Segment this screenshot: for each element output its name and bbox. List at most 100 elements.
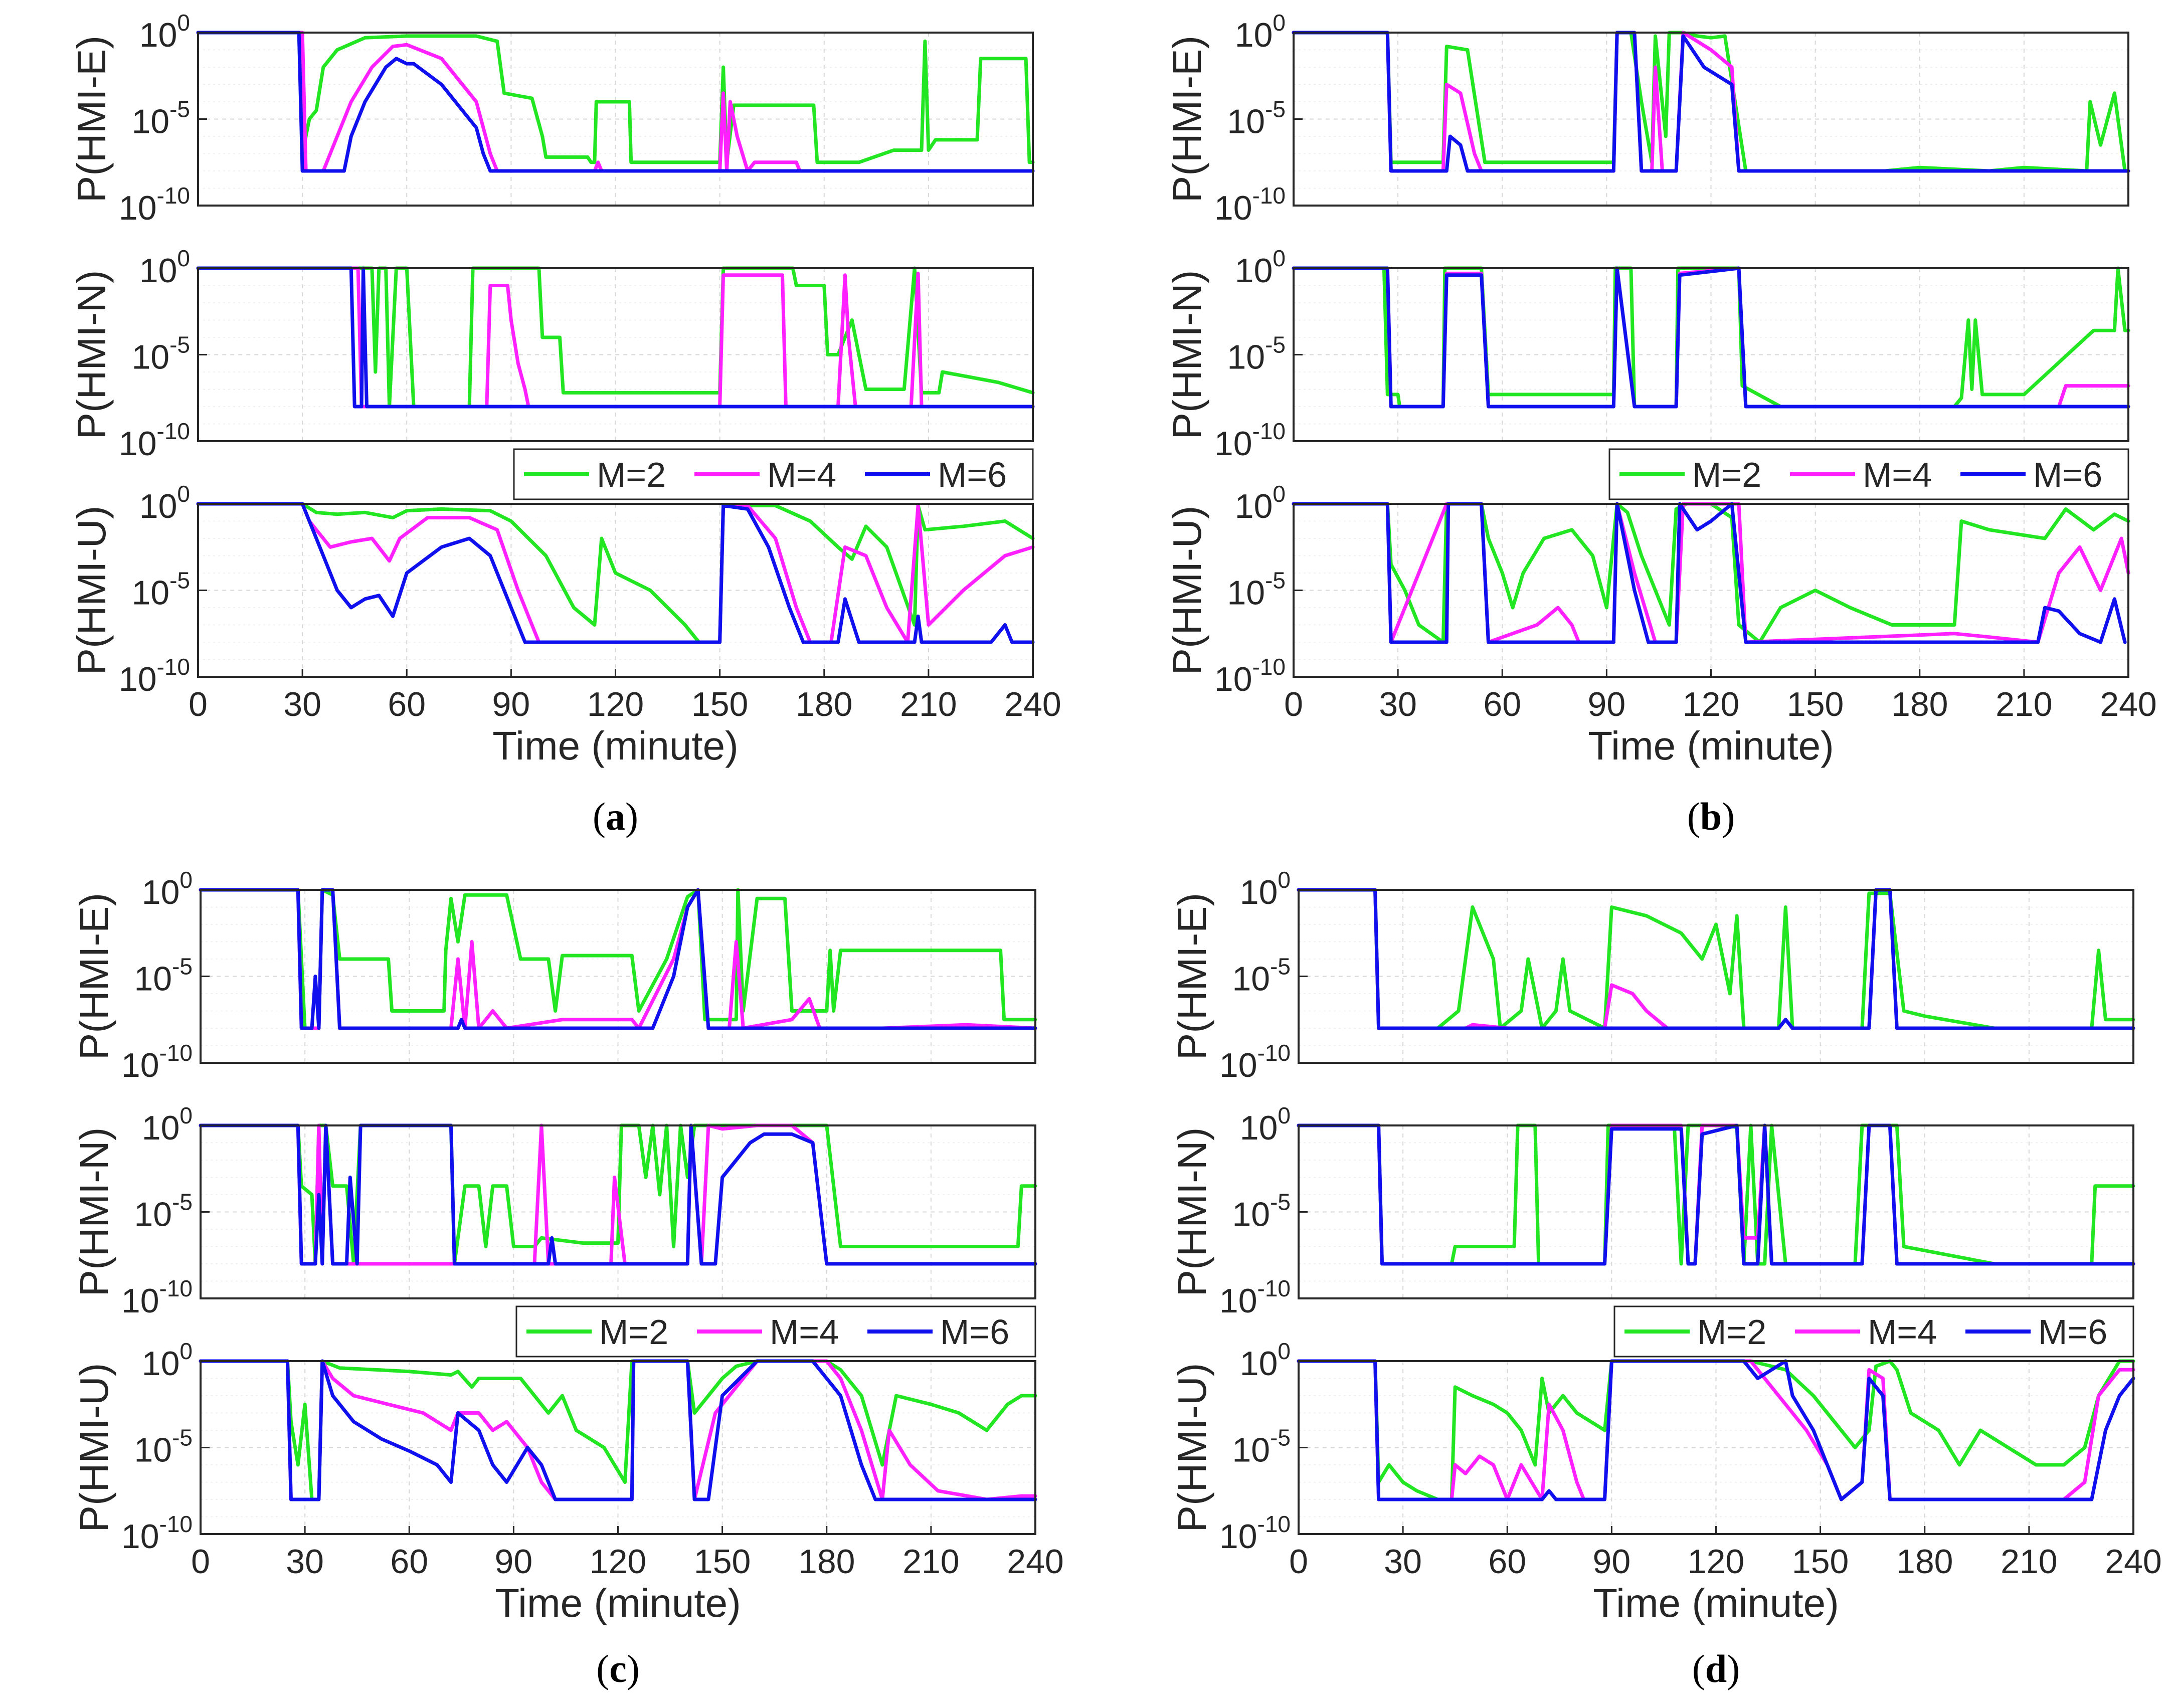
- subplot-b-1: 100 10-5 10-10P(HMI-E): [1165, 10, 2130, 227]
- xtick-label: 30: [1384, 1543, 1422, 1581]
- panel-caption: (a): [593, 795, 638, 838]
- subplot-d-3: 100 10-5 10-10P(HMI-U) 0 30 60 90 120 150 180 210 2…: [1170, 1338, 2162, 1625]
- xlabel: Time (minute): [1593, 1581, 1839, 1625]
- legend-label: M=2: [1692, 455, 1761, 494]
- xlabel: Time (minute): [495, 1581, 741, 1625]
- legend: M=2 M=4 M=6: [1608, 448, 2129, 500]
- xtick-label: 120: [1683, 685, 1739, 723]
- panel-d: 10010-510-10P(HMI-E)10010-510-10P(HMI-N)…: [1170, 867, 2162, 1690]
- ytick-label: 10-10: [1214, 182, 1286, 227]
- xtick-label: 150: [694, 1543, 751, 1581]
- ytick-label: 10-5: [1227, 567, 1286, 612]
- xtick-label: 210: [2001, 1543, 2057, 1581]
- series-M6-line: [1297, 1359, 2135, 1501]
- ytick-label: 100: [1240, 1338, 1291, 1383]
- legend-label: M=4: [1868, 1312, 1937, 1352]
- ytick-label: 100: [1235, 481, 1286, 525]
- ylabel: P(HMI-U): [69, 506, 114, 675]
- subplot-a-3: 100 10-5 10-10P(HMI-U) 0 30 60 90 120 150 180 210 2…: [69, 481, 1061, 768]
- xtick-label: 210: [900, 685, 957, 723]
- legend-label: M=2: [599, 1312, 668, 1352]
- ytick-label: 10-5: [134, 1425, 193, 1469]
- series-M6-line: [1297, 888, 2135, 1030]
- xtick-label: 60: [390, 1543, 428, 1581]
- ytick-label: 100: [139, 481, 190, 525]
- ylabel: P(HMI-E): [1170, 893, 1214, 1060]
- ylabel: P(HMI-N): [72, 1127, 116, 1297]
- legend-label: M=4: [1863, 455, 1932, 494]
- xtick-label: 180: [798, 1543, 855, 1581]
- xtick-label: 240: [2105, 1543, 2161, 1581]
- xtick-label: 150: [1787, 685, 1844, 723]
- ytick-label: 10-10: [119, 418, 190, 463]
- series-M6-line: [196, 502, 1035, 644]
- ytick-label: 100: [1240, 1102, 1291, 1147]
- xtick-label: 90: [495, 1543, 533, 1581]
- ytick-label: 10-5: [131, 332, 190, 376]
- legend-label: M=2: [597, 455, 666, 494]
- subplot-b-3: 100 10-5 10-10P(HMI-U) 0 30 60 90 120 150 180 210 2…: [1165, 481, 2157, 768]
- xtick-label: 180: [1896, 1543, 1953, 1581]
- panel-caption: (c): [596, 1647, 640, 1690]
- ytick-label: 10-10: [119, 182, 190, 227]
- subplot-b-2: 100 10-5 10-10P(HMI-N) M=2 M=4 M=6: [1165, 245, 2130, 500]
- ytick-label: 10-10: [121, 1275, 193, 1320]
- panel-caption: (b): [1687, 795, 1735, 838]
- legend-label: M=2: [1697, 1312, 1766, 1352]
- ytick-label: 100: [142, 1338, 193, 1383]
- xtick-label: 30: [286, 1543, 324, 1581]
- series-M2-line: [1297, 888, 2135, 1030]
- ylabel: P(HMI-U): [72, 1363, 116, 1533]
- ytick-label: 10-5: [1227, 332, 1286, 376]
- ytick-label: 10-5: [134, 954, 193, 998]
- ytick-label: 10-10: [1219, 1040, 1291, 1084]
- xtick-label: 120: [1688, 1543, 1744, 1581]
- legend-label: M=6: [938, 455, 1007, 494]
- ylabel: P(HMI-E): [1165, 36, 1209, 203]
- xtick-label: 90: [1588, 685, 1626, 723]
- legend-box: [1613, 1305, 2134, 1358]
- legend: M=2 M=4 M=6: [513, 448, 1034, 500]
- xtick-label: 150: [691, 685, 748, 723]
- subplot-d-2: 100 10-5 10-10P(HMI-N) M=2 M=4 M=6: [1170, 1102, 2135, 1358]
- xtick-label: 240: [2100, 685, 2156, 723]
- xtick-label: 180: [1891, 685, 1948, 723]
- xtick-label: 60: [1483, 685, 1521, 723]
- xtick-label: 120: [590, 1543, 646, 1581]
- ytick-label: 10-5: [134, 1189, 193, 1234]
- series-M2-line: [196, 31, 1035, 164]
- series-M6-line: [199, 888, 1037, 1030]
- ylabel: P(HMI-E): [72, 893, 116, 1060]
- ytick-label: 100: [142, 867, 193, 911]
- ytick-label: 10-10: [1214, 418, 1286, 463]
- panel-caption: (d): [1692, 1647, 1740, 1690]
- xtick-label: 210: [1996, 685, 2052, 723]
- xtick-label: 60: [1488, 1543, 1526, 1581]
- subplot-a-1: 100 10-5 10-10P(HMI-E): [69, 10, 1035, 227]
- ylabel: P(HMI-U): [1170, 1363, 1214, 1533]
- series-M6-line: [196, 31, 1035, 173]
- series-M6-line: [199, 1123, 1037, 1266]
- ylabel: P(HMI-E): [69, 36, 114, 203]
- series-M6-line: [1292, 502, 2127, 644]
- subplot-c-3: 100 10-5 10-10P(HMI-U) 0 30 60 90 120 150 180 210 2…: [72, 1338, 1064, 1625]
- legend-label: M=6: [2038, 1312, 2107, 1352]
- panel-c: 10010-510-10P(HMI-E)10010-510-10P(HMI-N)…: [72, 867, 1064, 1690]
- series-M6-line: [1292, 266, 2130, 409]
- ytick-label: 10-5: [1232, 1189, 1291, 1234]
- ytick-label: 10-5: [131, 96, 190, 141]
- ytick-label: 100: [1235, 245, 1286, 290]
- subplot-a-2: 100 10-5 10-10P(HMI-N) M=2 M=4 M=6: [69, 245, 1035, 500]
- xtick-label: 0: [1289, 1543, 1308, 1581]
- xlabel: Time (minute): [1588, 723, 1834, 768]
- ytick-label: 100: [1240, 867, 1291, 911]
- legend: M=2 M=4 M=6: [515, 1305, 1036, 1358]
- ytick-label: 100: [139, 10, 190, 54]
- legend-box: [513, 448, 1034, 500]
- xtick-label: 240: [1004, 685, 1061, 723]
- ylabel: P(HMI-N): [69, 270, 114, 440]
- ytick-label: 10-10: [1214, 654, 1286, 698]
- xtick-label: 90: [492, 685, 530, 723]
- ytick-label: 10-10: [121, 1040, 193, 1084]
